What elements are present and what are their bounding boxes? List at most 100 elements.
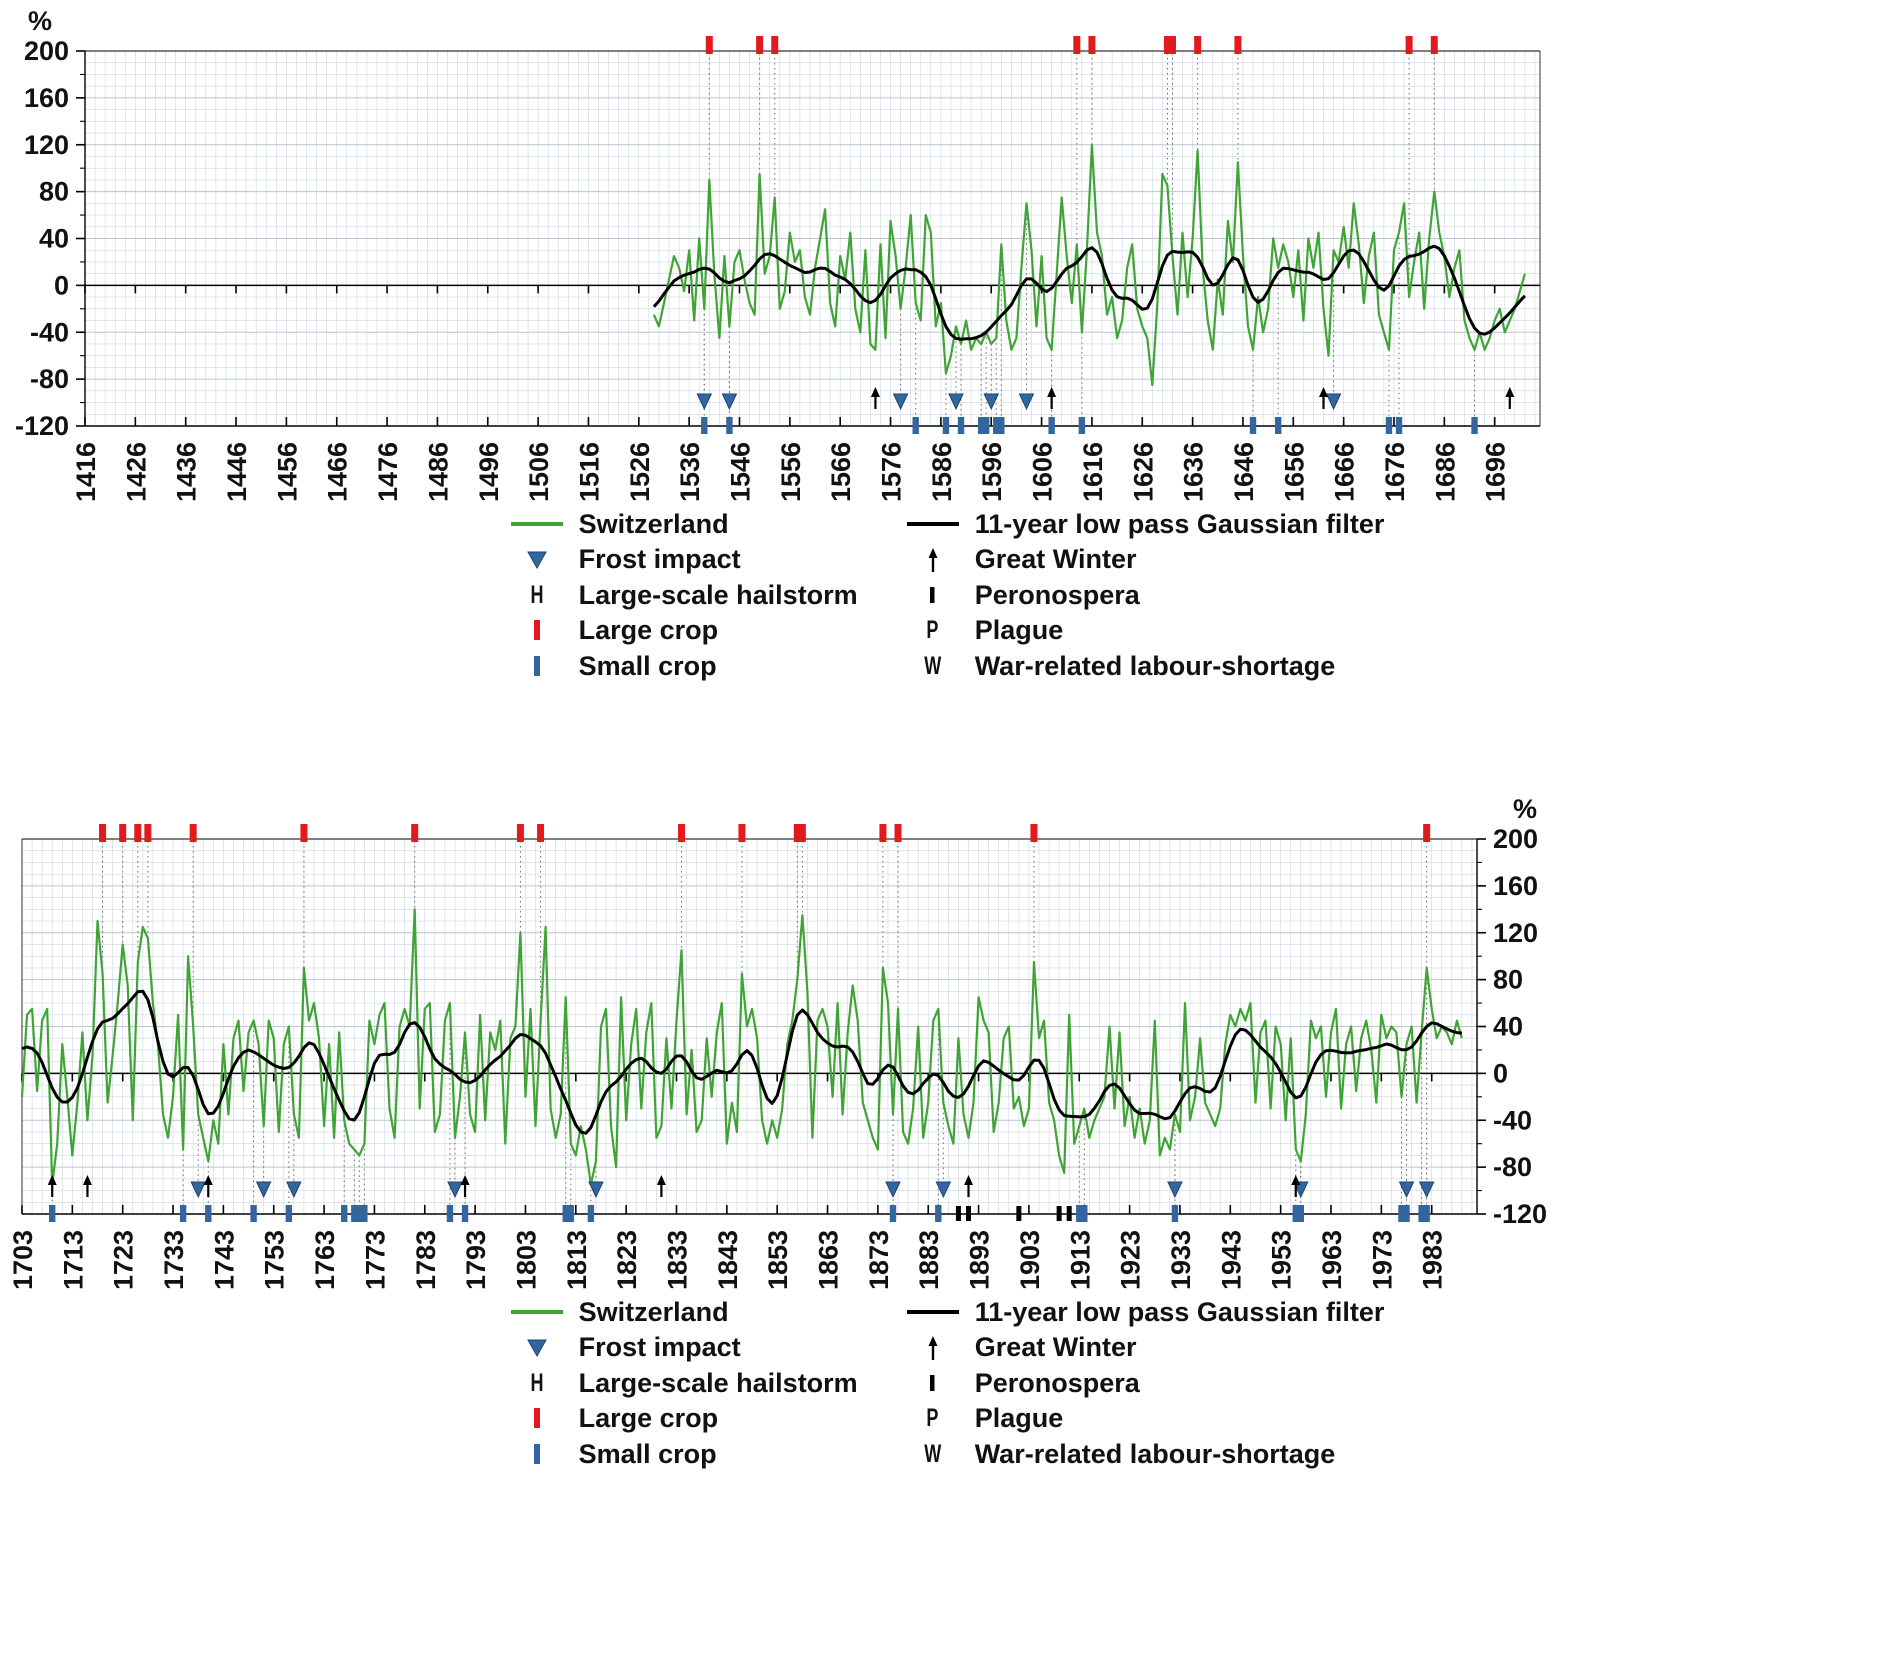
legend-item-small-crop: Small crop bbox=[508, 1438, 858, 1470]
letter-H-icon: H bbox=[508, 580, 566, 610]
x-tick-label: 1873 bbox=[864, 1230, 894, 1290]
x-tick-label: 1733 bbox=[159, 1230, 189, 1290]
large-crop-marker bbox=[300, 823, 308, 842]
y-tick-label: 40 bbox=[39, 224, 69, 254]
large-crop-marker bbox=[1073, 36, 1081, 54]
small-crop-marker bbox=[49, 1204, 56, 1222]
large-crop-marker bbox=[516, 823, 524, 842]
y-tick-label: -120 bbox=[15, 411, 69, 441]
x-tick-label: 1943 bbox=[1216, 1230, 1246, 1290]
great-winter-marker bbox=[1291, 1174, 1301, 1185]
x-tick-label: 1863 bbox=[814, 1230, 844, 1290]
frost-impact-marker bbox=[255, 1181, 272, 1199]
legend-label: Large-scale hailstorm bbox=[578, 1367, 858, 1398]
legend-item-switzerland: Switzerland bbox=[508, 508, 858, 540]
large-crop-marker bbox=[1088, 36, 1096, 54]
x-tick-label: 1893 bbox=[965, 1230, 995, 1290]
letter-P-icon: P bbox=[904, 615, 962, 645]
x-tick-label: 1496 bbox=[474, 442, 504, 502]
frost-impact-marker bbox=[948, 393, 964, 411]
great-winter-marker bbox=[964, 1174, 974, 1185]
x-tick-label: 1526 bbox=[625, 442, 655, 502]
y-tick-label: 80 bbox=[39, 177, 69, 207]
x-tick-label: 1546 bbox=[725, 442, 755, 502]
frost-impact-marker bbox=[696, 393, 713, 411]
small-crop-marker bbox=[1297, 1204, 1304, 1222]
x-tick-label: 1666 bbox=[1330, 442, 1360, 502]
axis-labels: 200 160 120 80 40 0 -40 -80 -120% 1703 1713 1723 173… bbox=[8, 794, 1547, 1290]
small-crop-marker bbox=[179, 1204, 187, 1222]
x-tick-label: 1853 bbox=[763, 1230, 793, 1290]
percent-axis-label: % bbox=[1513, 794, 1537, 824]
x-tick-label: 1686 bbox=[1430, 442, 1460, 502]
legend-item-switzerland: Switzerland bbox=[508, 1296, 858, 1328]
y-tick-label: 80 bbox=[1493, 965, 1523, 995]
x-tick-label: 1953 bbox=[1267, 1230, 1297, 1290]
legend-label: Large crop bbox=[578, 615, 719, 646]
x-tick-label: 1586 bbox=[927, 442, 957, 502]
small-crop-marker bbox=[1078, 417, 1086, 434]
legend-label: Switzerland bbox=[578, 1296, 729, 1327]
line-green-icon bbox=[508, 1307, 566, 1317]
x-tick-label: 1646 bbox=[1229, 442, 1259, 502]
y-tick-label: 40 bbox=[1493, 1011, 1523, 1041]
great-winter-marker bbox=[870, 387, 880, 397]
letter-W-icon: W bbox=[904, 1439, 962, 1469]
peronospera-marker bbox=[955, 1205, 961, 1221]
x-tick-label: 1416 bbox=[71, 442, 101, 502]
large-crop-marker bbox=[879, 823, 887, 842]
event-connectors bbox=[51, 840, 1428, 1205]
arrow-up-icon bbox=[904, 1334, 962, 1362]
large-crop-marker bbox=[1405, 36, 1413, 54]
legend-label: Peronospera bbox=[974, 1367, 1140, 1398]
event-markers bbox=[696, 36, 1515, 434]
grid bbox=[84, 50, 1540, 427]
x-tick-label: 1843 bbox=[713, 1230, 743, 1290]
x-tick-label: 1743 bbox=[209, 1230, 239, 1290]
small-crop-marker bbox=[587, 1204, 595, 1222]
x-tick-label: 1803 bbox=[511, 1230, 541, 1290]
large-crop-marker bbox=[99, 823, 107, 842]
x-tick-label: 1696 bbox=[1481, 442, 1511, 502]
axis-labels: 200 160 120 80 40 0 -40 -80 -120% 1416 1426 1436 144… bbox=[15, 6, 1511, 502]
legend-item-large-crop: Large crop bbox=[508, 614, 858, 646]
small-crop-marker bbox=[993, 417, 1000, 434]
peronospera-marker bbox=[966, 1205, 972, 1221]
large-crop-marker bbox=[756, 36, 764, 54]
great-winter-marker bbox=[47, 1174, 57, 1185]
legend-item-large-crop: Large crop bbox=[508, 1402, 858, 1434]
great-winter-marker bbox=[1505, 387, 1515, 397]
legend-item-war-related-labour-shortage: W War-related labour-shortage bbox=[904, 1438, 1385, 1470]
frost-impact-marker bbox=[1418, 1181, 1435, 1199]
legend-letter-glyph: W bbox=[924, 651, 942, 680]
large-crop-marker bbox=[793, 823, 801, 842]
legend-item-peronospera: Peronospera bbox=[904, 1367, 1385, 1399]
small-crop-marker bbox=[1275, 417, 1282, 434]
legend-letter-glyph: P bbox=[926, 1404, 939, 1433]
legend-item-plague: P Plague bbox=[904, 614, 1385, 646]
series-gaussian-filter bbox=[652, 244, 1527, 341]
legend-label: War-related labour-shortage bbox=[974, 1438, 1336, 1469]
y-tick-label: -40 bbox=[1493, 1105, 1532, 1135]
small-crop-marker bbox=[1398, 1204, 1405, 1222]
legend-label: Large crop bbox=[578, 1403, 719, 1434]
legend-label: 11-year low pass Gaussian filter bbox=[974, 509, 1385, 539]
lower-chart-legend: Switzerland 11-year low pass Gaussian fil… bbox=[0, 1296, 1892, 1470]
legend-letter-glyph: H bbox=[530, 1368, 544, 1397]
legend-item-great-winter: Great Winter bbox=[904, 1331, 1385, 1363]
large-crop-marker bbox=[1430, 36, 1438, 54]
small-crop-marker bbox=[461, 1204, 469, 1222]
x-tick-label: 1773 bbox=[360, 1230, 390, 1290]
letter-H-icon: H bbox=[508, 1368, 566, 1398]
large-crop-marker bbox=[894, 823, 902, 842]
small-crop-marker bbox=[1418, 1204, 1425, 1222]
x-tick-label: 1606 bbox=[1028, 442, 1058, 502]
legend-label: 11-year low pass Gaussian filter bbox=[974, 1296, 1385, 1327]
large-crop-marker bbox=[189, 823, 197, 842]
frost-impact-marker bbox=[1167, 1181, 1183, 1199]
small-crop-marker bbox=[1423, 1204, 1430, 1222]
frost-triangle-icon bbox=[508, 550, 566, 570]
x-tick-label: 1973 bbox=[1367, 1230, 1397, 1290]
small-crop-marker bbox=[889, 1204, 897, 1222]
small-crop-marker bbox=[285, 1204, 293, 1222]
